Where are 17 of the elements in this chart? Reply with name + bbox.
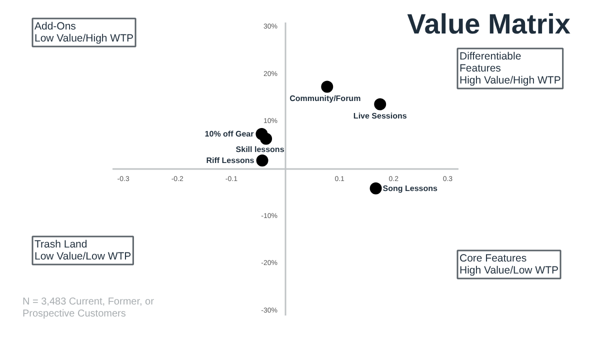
annotation: Add-Ons Low Value/High WTP [34, 20, 134, 44]
point [260, 132, 272, 145]
annotation: Trash Land Low Value/Low WTP [34, 238, 132, 262]
annotation: Live Sessions [353, 111, 408, 120]
annotation: 10% off Gear [204, 130, 254, 139]
point [374, 98, 386, 110]
annotation: Skill lessons [236, 144, 285, 154]
chart-title: Value Matrix [407, 8, 571, 40]
annotation: Song Lessons [382, 184, 438, 193]
text: Core Features High Value/Low WTP [460, 252, 559, 276]
point [256, 154, 268, 166]
point [321, 80, 334, 93]
annotation: Community/Forum [290, 94, 361, 103]
point [370, 182, 382, 194]
annotation: N = 3,483 Current, Former, or Prospective Customers [22, 296, 155, 320]
annotation: Riff Lessons [206, 156, 255, 165]
text: Differentiable Features High Value/High WTP [460, 50, 561, 86]
